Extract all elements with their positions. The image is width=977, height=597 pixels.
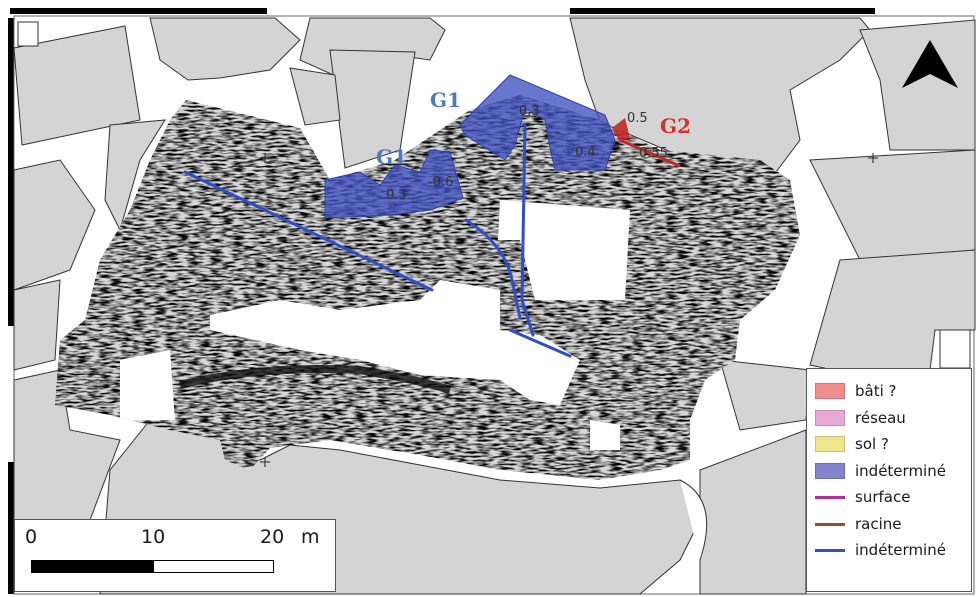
parcel — [13, 159, 96, 291]
g2-linear-feature — [619, 138, 681, 168]
group-label-g2: G2 — [660, 114, 691, 138]
legend-line-swatch — [815, 489, 845, 505]
parcel — [719, 359, 811, 431]
scale-tick-label: 20 — [260, 526, 285, 548]
group-label-g1-left: G1 — [376, 145, 407, 169]
scale-tick-label: 10 — [141, 526, 166, 548]
parcel — [859, 19, 976, 151]
parcel — [569, 17, 871, 181]
frame-top-bar-right — [570, 8, 875, 14]
legend-line-swatch — [815, 542, 845, 558]
anomaly-polygon-g1-left — [324, 149, 464, 219]
frame-left-bar-bottom — [8, 462, 14, 594]
legend-label: surface — [855, 488, 911, 507]
scale-tick-label: 0 — [25, 526, 38, 548]
building-outline — [939, 329, 971, 369]
parcel — [329, 49, 416, 169]
depth-label: -0.6 — [428, 175, 454, 190]
depth-label: 0.4 — [575, 145, 596, 160]
legend-item: sol ? — [815, 431, 963, 458]
group-label-g1-top: G1 — [430, 88, 461, 112]
scale-segment-black — [31, 560, 153, 573]
legend-line-swatch — [815, 516, 845, 532]
g2-feature — [612, 118, 630, 142]
frame-top-bar-left — [10, 8, 267, 14]
legend-item: bâti ? — [815, 378, 963, 405]
legend-area-swatch — [815, 409, 845, 426]
parcel — [104, 119, 166, 232]
parcel — [13, 279, 61, 371]
parcel — [809, 249, 976, 381]
depth-label: 0.55 — [639, 146, 668, 161]
legend-label: racine — [855, 514, 902, 533]
legend-label: réseau — [855, 408, 906, 427]
parcel — [149, 17, 301, 81]
legend-label: indéterminé — [855, 541, 946, 560]
building-outline — [17, 21, 39, 47]
linear-anomaly — [183, 170, 434, 292]
legend-item: indéterminé — [815, 458, 963, 485]
linear-anomalies — [183, 123, 572, 358]
legend-label: bâti ? — [855, 382, 897, 401]
legend-area-swatch — [815, 462, 845, 479]
depth-label: 0.5 — [627, 111, 648, 126]
parcel — [699, 429, 807, 595]
scale-unit-label: m — [301, 526, 320, 548]
anomaly-polygon-g1-top — [459, 74, 616, 171]
scale-bar: 0 10 20 m — [14, 519, 336, 592]
legend-item: indéterminé — [815, 537, 963, 564]
parcel — [289, 67, 341, 126]
legend-area-swatch — [815, 383, 845, 400]
legend-area-swatch — [815, 436, 845, 453]
street-curve — [679, 479, 708, 561]
frame-left-bar-top — [8, 18, 14, 326]
scale-segment-white — [153, 560, 274, 573]
depth-label: 0.3 — [386, 188, 407, 203]
map-legend: bâti ? réseau sol ? indéterminé surface racin… — [806, 368, 972, 592]
linear-anomaly — [520, 123, 535, 337]
legend-item: réseau — [815, 405, 963, 432]
legend-label: indéterminé — [855, 461, 946, 480]
parcel — [13, 25, 141, 146]
north-arrow-icon — [902, 40, 958, 88]
legend-item: surface — [815, 484, 963, 511]
legend-item: racine — [815, 511, 963, 538]
legend-label: sol ? — [855, 435, 889, 454]
depth-label: 0.3 — [519, 104, 540, 119]
parcel — [809, 149, 976, 261]
linear-anomaly — [464, 218, 522, 320]
linear-anomaly — [508, 328, 572, 358]
